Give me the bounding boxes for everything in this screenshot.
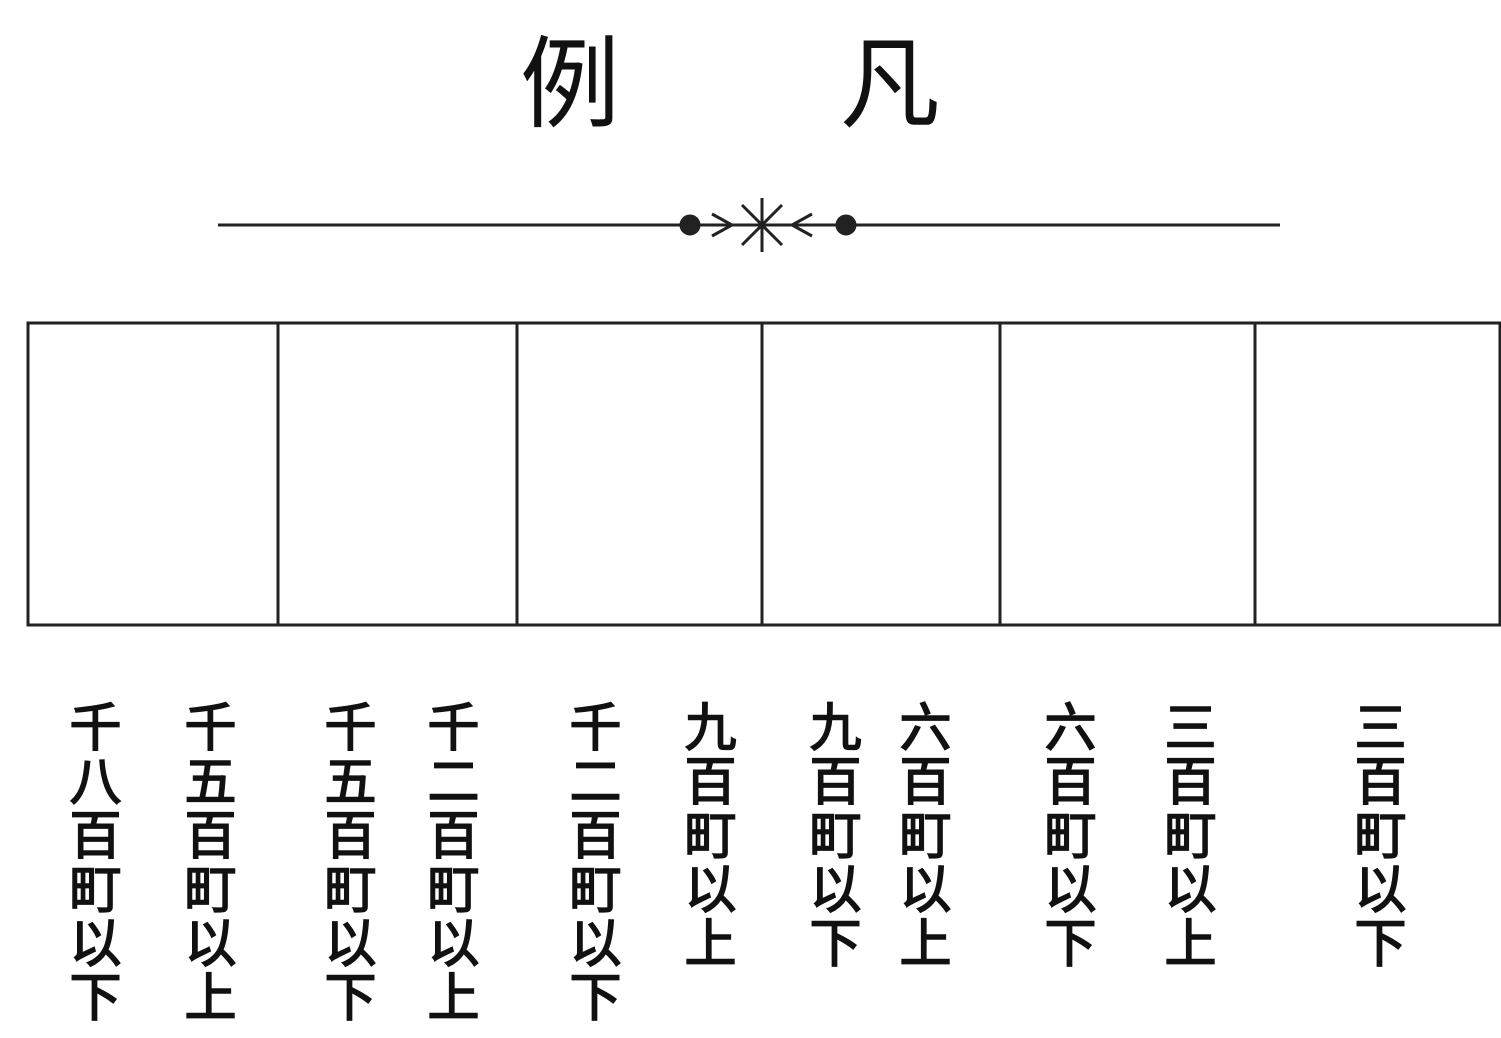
legend-box (515, 321, 764, 627)
legend-label: 三百町以上 (1155, 700, 1216, 970)
title: 凡例 (520, 26, 1160, 143)
legend-label: 千五百町以上 (175, 700, 236, 1024)
legend-box (26, 321, 280, 627)
legend-box (760, 321, 1002, 627)
legend-box (998, 321, 1257, 627)
legend-label: 六百町以上 (890, 700, 951, 970)
ornament (218, 198, 1280, 252)
legend-label: 千五百町以下 (315, 700, 376, 1024)
legend-label: 九百町以上 (675, 700, 736, 970)
legend-label: 千八百町以下 (60, 700, 121, 1024)
legend-box (276, 321, 519, 627)
legend-label: 千二百町以下 (560, 700, 621, 1024)
legend-label: 三百町以下 (1345, 700, 1406, 970)
legend-box (1253, 321, 1501, 627)
legend-label: 九百町以下 (800, 700, 861, 970)
legend-boxes (26, 321, 1501, 627)
legend-label: 六百町以下 (1035, 700, 1096, 970)
legend-label: 千二百町以上 (418, 700, 479, 1024)
